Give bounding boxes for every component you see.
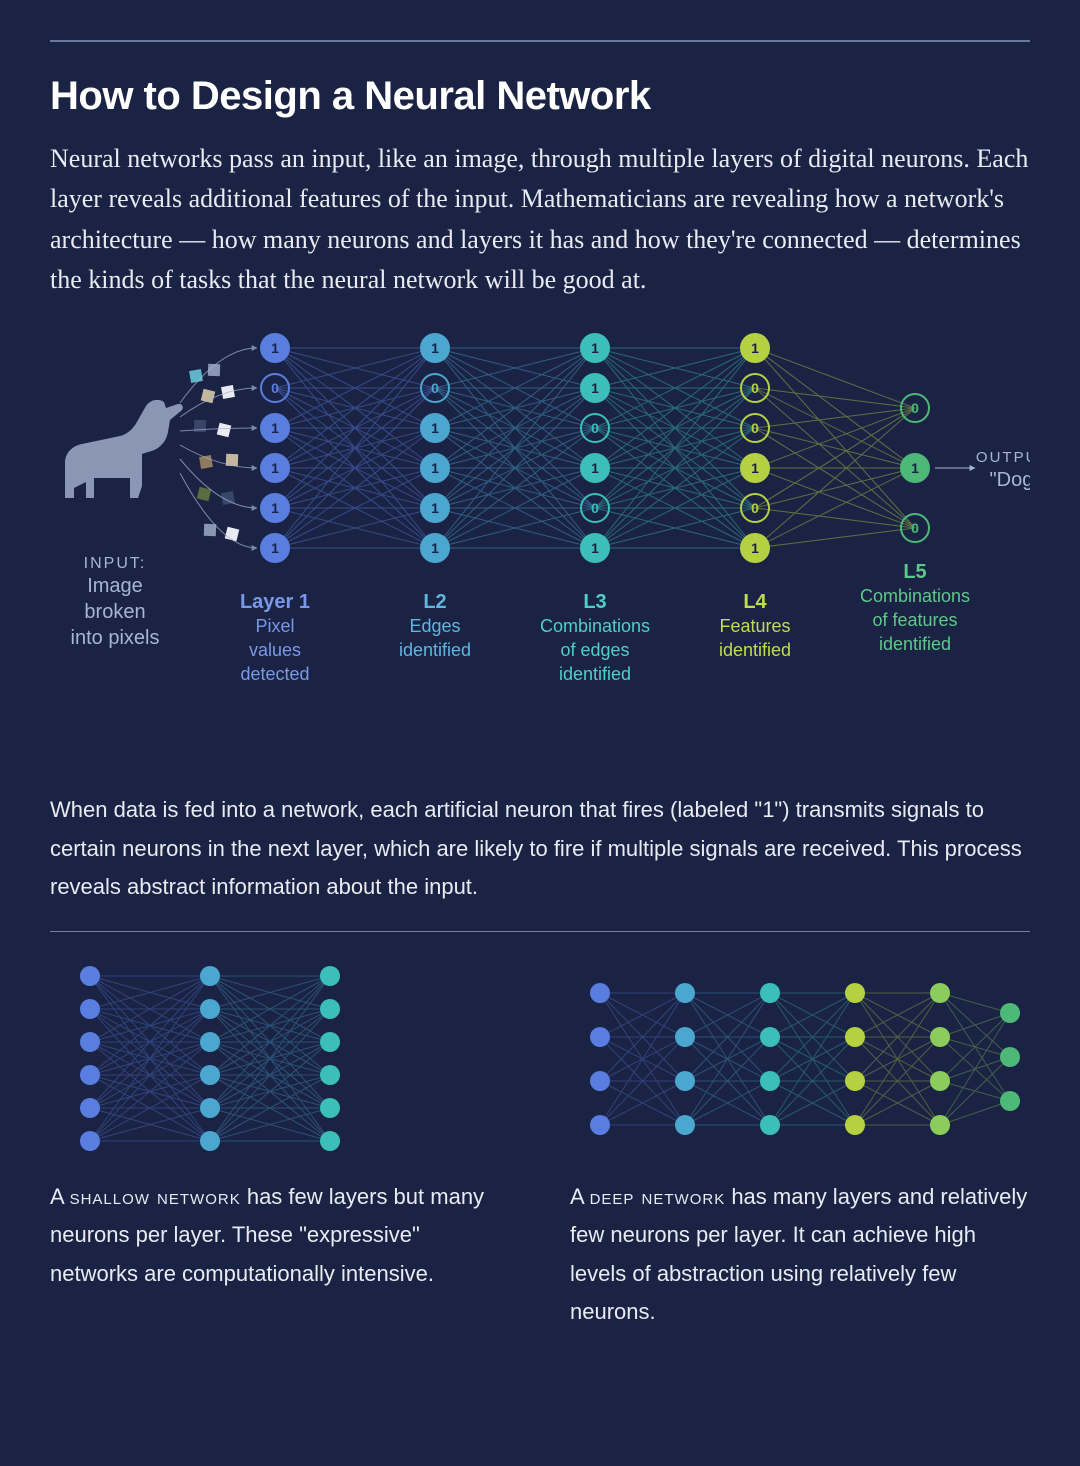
svg-text:L3: L3 xyxy=(583,591,606,613)
svg-text:Layer 1: Layer 1 xyxy=(240,591,310,613)
svg-text:INPUT:: INPUT: xyxy=(84,555,147,572)
svg-text:L2: L2 xyxy=(423,591,446,613)
svg-text:0: 0 xyxy=(911,400,919,416)
shallow-caps: shallow network xyxy=(70,1184,241,1209)
svg-text:1: 1 xyxy=(751,340,759,356)
svg-text:1: 1 xyxy=(271,460,279,476)
svg-text:0: 0 xyxy=(271,380,279,396)
shallow-a: A xyxy=(50,1184,70,1209)
svg-text:1: 1 xyxy=(751,460,759,476)
svg-text:0: 0 xyxy=(911,520,919,536)
svg-text:1: 1 xyxy=(271,420,279,436)
svg-text:0: 0 xyxy=(751,500,759,516)
svg-text:identified: identified xyxy=(559,664,631,684)
svg-text:Image: Image xyxy=(87,575,143,597)
svg-text:into pixels: into pixels xyxy=(71,627,160,649)
main-network-svg: INPUT: Image broken into pixels 1 0 1 1 1 1 1 0 1 1 1 1… xyxy=(50,328,1030,758)
svg-text:L4: L4 xyxy=(743,591,767,613)
svg-text:1: 1 xyxy=(591,460,599,476)
deep-a: A xyxy=(570,1184,590,1209)
shallow-network-svg xyxy=(50,958,390,1158)
svg-text:of edges: of edges xyxy=(560,640,629,660)
deep-network-svg xyxy=(570,958,1030,1158)
svg-text:"Dog": "Dog" xyxy=(990,469,1030,491)
svg-text:1: 1 xyxy=(431,340,439,356)
intro-paragraph: Neural networks pass an input, like an i… xyxy=(50,139,1030,300)
svg-text:0: 0 xyxy=(591,420,599,436)
svg-text:1: 1 xyxy=(431,500,439,516)
svg-text:L5: L5 xyxy=(903,561,926,583)
deep-column: A deep network has many layers and relat… xyxy=(570,958,1030,1332)
svg-text:OUTPUT:: OUTPUT: xyxy=(976,449,1030,466)
svg-text:identified: identified xyxy=(879,634,951,654)
svg-text:1: 1 xyxy=(591,340,599,356)
svg-text:Edges: Edges xyxy=(409,616,460,636)
svg-text:1: 1 xyxy=(911,460,919,476)
svg-text:of features: of features xyxy=(872,610,957,630)
divider xyxy=(50,931,1030,932)
bottom-row: A shallow network has few layers but man… xyxy=(50,958,1030,1332)
svg-text:0: 0 xyxy=(751,420,759,436)
svg-text:0: 0 xyxy=(431,380,439,396)
svg-text:detected: detected xyxy=(240,664,309,684)
page-title: How to Design a Neural Network xyxy=(50,74,1030,119)
svg-text:0: 0 xyxy=(751,380,759,396)
svg-text:values: values xyxy=(249,640,301,660)
svg-text:1: 1 xyxy=(591,380,599,396)
deep-caption: A deep network has many layers and relat… xyxy=(570,1178,1030,1332)
svg-text:Pixel: Pixel xyxy=(255,616,294,636)
shallow-column: A shallow network has few layers but man… xyxy=(50,958,510,1332)
svg-text:1: 1 xyxy=(751,540,759,556)
svg-text:0: 0 xyxy=(591,500,599,516)
svg-text:1: 1 xyxy=(271,500,279,516)
deep-caps: deep network xyxy=(590,1184,726,1209)
svg-text:identified: identified xyxy=(719,640,791,660)
svg-text:1: 1 xyxy=(431,420,439,436)
top-rule xyxy=(50,40,1030,42)
svg-text:1: 1 xyxy=(271,340,279,356)
svg-text:1: 1 xyxy=(271,540,279,556)
svg-text:Features: Features xyxy=(719,616,790,636)
svg-text:identified: identified xyxy=(399,640,471,660)
svg-text:1: 1 xyxy=(591,540,599,556)
svg-text:1: 1 xyxy=(431,460,439,476)
middle-paragraph: When data is fed into a network, each ar… xyxy=(50,791,1030,907)
shallow-caption: A shallow network has few layers but man… xyxy=(50,1178,510,1294)
svg-text:broken: broken xyxy=(84,601,145,623)
svg-text:Combinations: Combinations xyxy=(540,616,650,636)
main-network-diagram: INPUT: Image broken into pixels 1 0 1 1 1 1 1 0 1 1 1 1… xyxy=(50,328,1030,763)
svg-text:Combinations: Combinations xyxy=(860,586,970,606)
svg-text:1: 1 xyxy=(431,540,439,556)
